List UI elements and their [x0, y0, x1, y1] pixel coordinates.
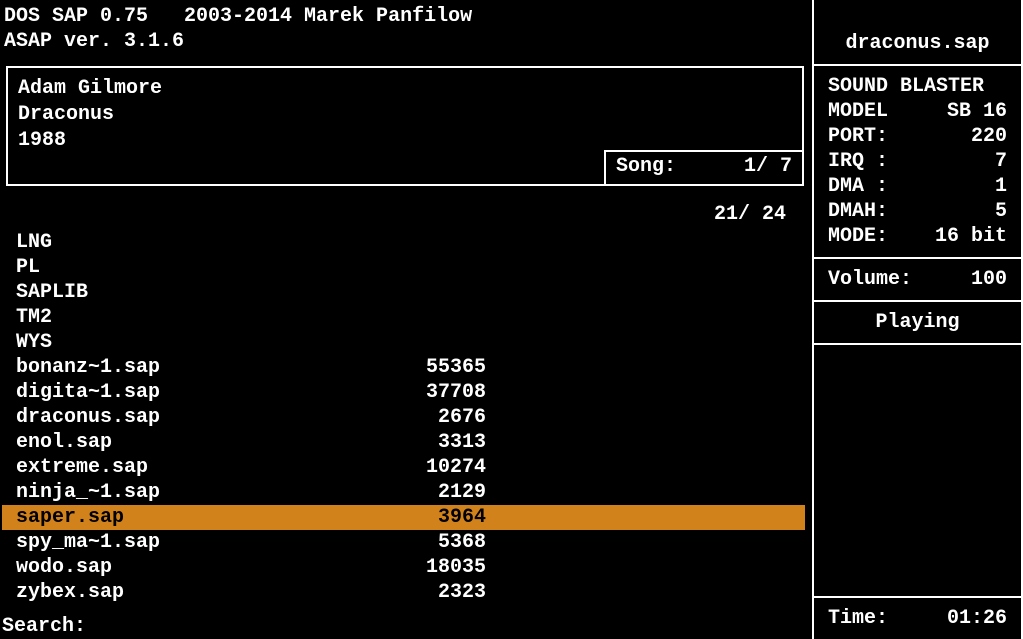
side-panel: draconus.sap SOUND BLASTER MODELSB 16POR…	[812, 0, 1023, 639]
side-panel-spacer	[814, 345, 1021, 598]
dir-row[interactable]: TM2	[2, 305, 805, 330]
track-info-panel: Adam Gilmore Draconus 1988 Song: 1/ 7	[6, 66, 804, 186]
device-value: 16 bit	[935, 224, 1007, 249]
file-size: 18035	[396, 555, 486, 580]
file-name: bonanz~1.sap	[16, 355, 396, 380]
dir-name: WYS	[16, 330, 396, 355]
device-title: SOUND BLASTER	[828, 74, 1007, 99]
file-name: draconus.sap	[16, 405, 396, 430]
device-value: 7	[995, 149, 1007, 174]
dir-row[interactable]: PL	[2, 255, 805, 280]
time-row: Time: 01:26	[814, 598, 1021, 639]
file-name: digita~1.sap	[16, 380, 396, 405]
file-row[interactable]: zybex.sap2323	[2, 580, 805, 605]
volume-label: Volume:	[828, 267, 912, 292]
current-file: draconus.sap	[814, 0, 1021, 66]
search-label: Search:	[2, 615, 86, 638]
file-row[interactable]: spy_ma~1.sap5368	[2, 530, 805, 555]
file-name: spy_ma~1.sap	[16, 530, 396, 555]
dir-name: LNG	[16, 230, 396, 255]
device-key: MODEL	[828, 99, 888, 124]
dir-row[interactable]: SAPLIB	[2, 280, 805, 305]
file-size: 3964	[396, 505, 486, 530]
list-position: 21/ 24	[6, 202, 804, 227]
file-size: 10274	[396, 455, 486, 480]
file-name: ninja_~1.sap	[16, 480, 396, 505]
device-info: SOUND BLASTER MODELSB 16PORT:220IRQ :7DM…	[814, 66, 1021, 259]
time-label: Time:	[828, 606, 888, 631]
device-key: DMA :	[828, 174, 888, 199]
device-row: DMAH: 5	[828, 199, 1007, 224]
file-size: 2129	[396, 480, 486, 505]
track-author: Adam Gilmore	[18, 76, 792, 102]
file-size: 3313	[396, 430, 486, 455]
device-value: 5	[995, 199, 1007, 224]
file-row[interactable]: draconus.sap2676	[2, 405, 805, 430]
device-row: PORT: 220	[828, 124, 1007, 149]
file-row[interactable]: bonanz~1.sap55365	[2, 355, 805, 380]
file-row[interactable]: wodo.sap18035	[2, 555, 805, 580]
song-label: Song:	[616, 154, 676, 182]
file-row[interactable]: saper.sap3964	[2, 505, 805, 530]
device-row: MODE: 16 bit	[828, 224, 1007, 249]
play-status: Playing	[814, 302, 1021, 345]
device-value: 220	[971, 124, 1007, 149]
dir-row[interactable]: LNG	[2, 230, 805, 255]
device-row: MODEL SB 16	[828, 99, 1007, 124]
file-name: extreme.sap	[16, 455, 396, 480]
file-size: 37708	[396, 380, 486, 405]
file-row[interactable]: digita~1.sap37708	[2, 380, 805, 405]
file-row[interactable]: ninja_~1.sap2129	[2, 480, 805, 505]
file-name: zybex.sap	[16, 580, 396, 605]
file-name: enol.sap	[16, 430, 396, 455]
dir-name: TM2	[16, 305, 396, 330]
dir-name: PL	[16, 255, 396, 280]
file-row[interactable]: extreme.sap10274	[2, 455, 805, 480]
device-key: DMAH:	[828, 199, 888, 224]
file-size: 2676	[396, 405, 486, 430]
device-row: IRQ : 7	[828, 149, 1007, 174]
device-key: PORT:	[828, 124, 888, 149]
file-row[interactable]: enol.sap3313	[2, 430, 805, 455]
dir-row[interactable]: WYS	[2, 330, 805, 355]
device-row: DMA : 1	[828, 174, 1007, 199]
device-key: IRQ :	[828, 149, 888, 174]
volume-row: Volume: 100	[814, 259, 1021, 302]
song-counter: Song: 1/ 7	[604, 150, 804, 186]
file-name: saper.sap	[16, 505, 396, 530]
device-key: MODE:	[828, 224, 888, 249]
volume-value: 100	[971, 267, 1007, 292]
time-value: 01:26	[947, 606, 1007, 631]
track-title: Draconus	[18, 102, 792, 128]
file-size: 2323	[396, 580, 486, 605]
file-name: wodo.sap	[16, 555, 396, 580]
file-list[interactable]: LNGPLSAPLIBTM2WYSbonanz~1.sap55365digita…	[2, 230, 805, 605]
file-size: 5368	[396, 530, 486, 555]
search-prompt[interactable]: Search:	[2, 614, 86, 639]
dir-name: SAPLIB	[16, 280, 396, 305]
device-value: 1	[995, 174, 1007, 199]
file-size: 55365	[396, 355, 486, 380]
song-value: 1/ 7	[744, 154, 792, 182]
device-value: SB 16	[947, 99, 1007, 124]
